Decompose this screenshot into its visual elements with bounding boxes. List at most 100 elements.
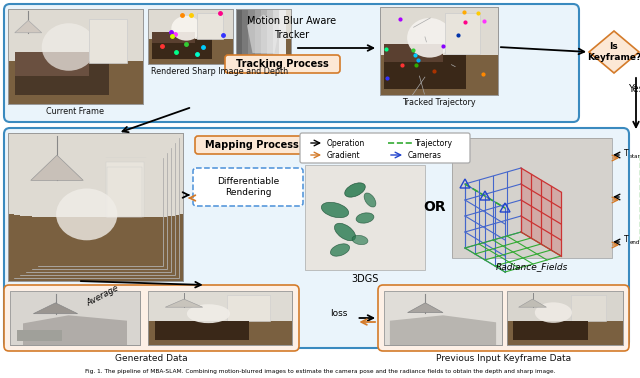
Bar xyxy=(107,167,141,217)
Bar xyxy=(26,216,171,272)
Bar xyxy=(507,321,623,345)
Bar xyxy=(148,291,292,321)
FancyBboxPatch shape xyxy=(4,4,579,122)
FancyBboxPatch shape xyxy=(4,285,299,351)
Polygon shape xyxy=(31,155,83,180)
Bar xyxy=(8,133,183,281)
Bar xyxy=(8,214,183,281)
Bar xyxy=(305,165,425,270)
Bar xyxy=(10,291,140,345)
Bar xyxy=(507,291,623,321)
Polygon shape xyxy=(15,20,42,33)
Bar xyxy=(14,138,179,278)
Bar xyxy=(105,149,151,215)
Text: OR: OR xyxy=(424,200,446,214)
Text: 3DGS: 3DGS xyxy=(351,274,379,284)
Text: Generated Data: Generated Data xyxy=(115,354,188,363)
Bar xyxy=(380,56,498,95)
Bar xyxy=(452,138,612,258)
FancyBboxPatch shape xyxy=(378,285,629,351)
Text: Rendered Sharp Image and Depth: Rendered Sharp Image and Depth xyxy=(151,67,288,76)
Bar xyxy=(155,321,249,339)
Bar xyxy=(15,61,109,94)
Bar xyxy=(279,9,286,64)
Ellipse shape xyxy=(321,202,349,218)
Bar xyxy=(8,133,183,281)
Bar xyxy=(8,133,183,281)
Bar xyxy=(26,148,171,216)
Bar xyxy=(384,291,502,345)
Bar xyxy=(32,153,167,217)
Polygon shape xyxy=(390,315,496,345)
Text: Fig. 1. The pipeline of MBA-SLAM. Combining motion-blurred images to estimate th: Fig. 1. The pipeline of MBA-SLAM. Combin… xyxy=(84,369,556,374)
Bar xyxy=(8,133,183,214)
Bar xyxy=(10,291,140,345)
Bar xyxy=(8,214,183,281)
Ellipse shape xyxy=(535,302,572,323)
Ellipse shape xyxy=(345,183,365,197)
Bar xyxy=(148,9,233,39)
Bar xyxy=(8,9,143,104)
Text: Differentiable
Rendering: Differentiable Rendering xyxy=(217,177,279,197)
Bar xyxy=(10,321,140,345)
Bar xyxy=(383,56,466,89)
Text: Mapping Process: Mapping Process xyxy=(205,140,299,150)
Ellipse shape xyxy=(335,223,355,241)
Bar xyxy=(507,321,623,345)
Bar xyxy=(148,9,233,64)
Text: Tracking Process: Tracking Process xyxy=(236,59,328,69)
Bar xyxy=(20,143,175,215)
Ellipse shape xyxy=(407,18,452,57)
Bar xyxy=(148,321,292,345)
Text: Yes: Yes xyxy=(628,84,640,94)
Bar xyxy=(32,217,167,269)
FancyBboxPatch shape xyxy=(195,136,310,154)
Bar xyxy=(380,7,498,95)
Bar xyxy=(507,291,623,345)
Bar xyxy=(384,291,502,345)
Ellipse shape xyxy=(352,235,368,245)
Ellipse shape xyxy=(42,23,96,71)
Bar xyxy=(148,291,292,345)
Bar xyxy=(38,158,163,266)
Bar xyxy=(148,9,233,64)
Text: Motion Blur Aware
Tracker: Motion Blur Aware Tracker xyxy=(248,16,337,40)
Text: Trajectory: Trajectory xyxy=(415,138,453,147)
Bar xyxy=(8,133,183,214)
Polygon shape xyxy=(589,31,639,73)
Bar xyxy=(152,32,195,43)
Bar xyxy=(248,9,255,64)
Bar xyxy=(8,9,143,104)
Ellipse shape xyxy=(364,193,376,207)
Polygon shape xyxy=(33,303,77,314)
Bar xyxy=(383,44,442,62)
Bar xyxy=(89,19,127,63)
Bar xyxy=(106,158,147,216)
Bar xyxy=(380,7,498,95)
Bar xyxy=(148,291,292,345)
Bar xyxy=(260,9,268,64)
Text: Is
Keyframe?: Is Keyframe? xyxy=(587,42,640,62)
Text: Tracked Trajectory: Tracked Trajectory xyxy=(402,98,476,107)
Bar xyxy=(507,291,623,345)
Bar xyxy=(507,291,623,345)
Text: Gradient: Gradient xyxy=(327,150,360,160)
Bar xyxy=(38,217,163,266)
Ellipse shape xyxy=(187,304,230,323)
Bar xyxy=(236,39,291,64)
Text: loss: loss xyxy=(330,308,347,318)
Polygon shape xyxy=(23,315,127,345)
Bar xyxy=(267,9,273,64)
Bar xyxy=(236,9,291,39)
Text: Operation: Operation xyxy=(327,138,365,147)
Text: start: start xyxy=(630,153,640,158)
Bar xyxy=(384,321,502,345)
Polygon shape xyxy=(521,168,561,256)
Bar xyxy=(106,162,144,217)
Polygon shape xyxy=(165,299,203,307)
Bar xyxy=(32,153,167,269)
Bar xyxy=(236,9,291,64)
Text: T: T xyxy=(624,235,628,245)
Bar xyxy=(20,215,175,275)
Bar xyxy=(152,39,212,59)
